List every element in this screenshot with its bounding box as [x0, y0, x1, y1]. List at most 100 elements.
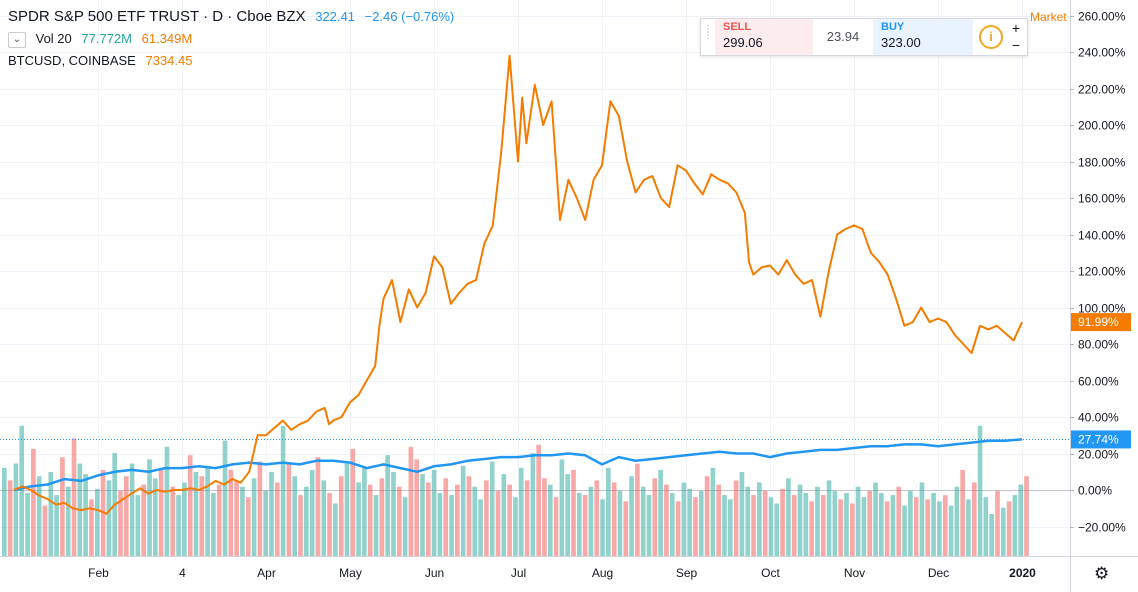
volume-bar — [815, 486, 820, 556]
volume-bar — [222, 440, 228, 556]
symbol-title: SPDR S&P 500 ETF TRUST · D · Cboe BZX — [8, 8, 306, 25]
volume-bar — [2, 467, 7, 556]
sell-label: SELL — [723, 21, 752, 33]
volume-bar — [19, 425, 25, 556]
last-value-text: 27.74% — [1078, 432, 1119, 446]
volume-bar — [455, 484, 460, 556]
volume-bar — [118, 490, 123, 556]
volume-bar — [425, 482, 431, 556]
volume-bar — [559, 459, 565, 556]
minus-button[interactable]: − — [1011, 37, 1021, 53]
gear-icon[interactable]: ⚙ — [1094, 564, 1110, 583]
volume-bar — [518, 467, 524, 556]
volume-bar — [164, 446, 170, 556]
volume-bar — [257, 461, 263, 556]
volume-bar — [878, 493, 884, 556]
sell-button[interactable]: SELL 299.06 — [715, 19, 813, 55]
compare-row[interactable]: BTCUSD, COINBASE 7334.45 — [8, 50, 454, 72]
volume-bar — [849, 503, 855, 556]
volume-bar — [977, 425, 983, 556]
volume-bar — [832, 490, 838, 556]
last-value-labels: 91.99% 27.74% — [1071, 313, 1131, 449]
volume-bar — [751, 495, 756, 556]
volume-bar — [350, 448, 356, 556]
volume-bar — [489, 461, 495, 556]
symbol-change: −2.46 (−0.76%) — [364, 9, 455, 24]
volume-bar — [460, 465, 466, 556]
volume-bar — [449, 495, 454, 556]
time-tick-label: Dec — [928, 566, 949, 580]
time-tick-label: Nov — [844, 566, 865, 580]
volume-bar — [576, 493, 582, 556]
volume-label: Vol 20 — [35, 31, 72, 46]
volume-bar — [25, 493, 30, 556]
volume-bar — [553, 497, 559, 556]
volume-bar — [187, 455, 193, 556]
buy-price: 323.00 — [881, 35, 921, 50]
chevron-down-icon[interactable]: ⌄ — [8, 31, 26, 48]
volume-row[interactable]: ⌄ Vol 20 77.772M 61.349M — [8, 28, 454, 50]
time-axis[interactable]: Feb 4 Apr May Jun Jul Aug Sep Oct Nov Dec 2020 — [0, 556, 1138, 581]
volume-bar — [431, 469, 437, 556]
drag-handle-icon[interactable]: ⋮ ⋮ — [703, 24, 713, 41]
volume-bar — [954, 486, 960, 556]
volume-bar — [443, 478, 449, 556]
volume-bar — [71, 438, 77, 556]
price-tick-label: −20.00% — [1078, 521, 1126, 535]
volume-bar — [321, 480, 327, 556]
buy-button[interactable]: BUY 323.00 — [873, 19, 973, 55]
symbol-row[interactable]: SPDR S&P 500 ETF TRUST · D · Cboe BZX 32… — [8, 6, 454, 28]
info-icon[interactable]: i — [979, 25, 1003, 49]
volume-bar — [385, 455, 390, 556]
volume-bar — [158, 469, 164, 556]
volume-bar — [269, 472, 274, 556]
price-tick-label: 140.00% — [1078, 229, 1126, 243]
volume-bar — [547, 484, 553, 556]
volume-bar — [629, 476, 634, 556]
volume-bar — [652, 478, 658, 556]
volume-bar — [635, 463, 640, 556]
volume-bar — [524, 480, 530, 556]
volume-bar — [780, 488, 785, 556]
volume-bar — [774, 503, 780, 556]
price-tick-label: 100.00% — [1078, 302, 1126, 316]
volume-bar — [153, 478, 158, 556]
volume-bar — [687, 488, 692, 556]
volume-bar — [896, 486, 902, 556]
price-tick-label: 120.00% — [1078, 265, 1126, 279]
volume-bar — [344, 463, 350, 556]
volume-bar — [727, 499, 733, 556]
volume-bar — [199, 476, 205, 556]
volume-bar — [908, 490, 913, 556]
volume-bar — [617, 490, 623, 556]
time-tick-label: Jul — [511, 566, 526, 580]
volume-bar — [31, 448, 36, 556]
trade-panel: ⋮ ⋮ SELL 299.06 23.94 BUY 323.00 i + − — [700, 18, 1028, 56]
last-value-badge — [1071, 313, 1131, 332]
volume-bar — [530, 453, 536, 556]
plus-button[interactable]: + — [1011, 20, 1021, 36]
volume-bar — [507, 484, 512, 556]
volume-bar — [286, 463, 292, 556]
volume-bar — [861, 497, 867, 556]
spread-value: 23.94 — [826, 29, 860, 44]
volume-bar — [176, 495, 181, 556]
volume-bar — [338, 476, 344, 556]
volume-bar — [513, 497, 518, 556]
price-tick-label: 0.00% — [1078, 484, 1112, 498]
price-tick-label: 240.00% — [1078, 46, 1126, 60]
volume-bar — [890, 495, 896, 556]
price-tick-label: 220.00% — [1078, 83, 1126, 97]
volume-bar — [542, 478, 547, 556]
volume-bar — [89, 499, 94, 556]
volume-bar — [106, 480, 112, 556]
volume-bar — [141, 484, 147, 556]
volume-bar — [94, 488, 100, 556]
price-axis[interactable]: 260.00% 240.00% 220.00% 200.00% 180.00% 160.0… — [1070, 0, 1126, 592]
time-tick-label: Jun — [425, 566, 444, 580]
time-tick-label: May — [339, 566, 362, 580]
volume-bar — [913, 497, 919, 556]
volume-bar — [884, 501, 890, 556]
volume-bar — [170, 486, 176, 556]
